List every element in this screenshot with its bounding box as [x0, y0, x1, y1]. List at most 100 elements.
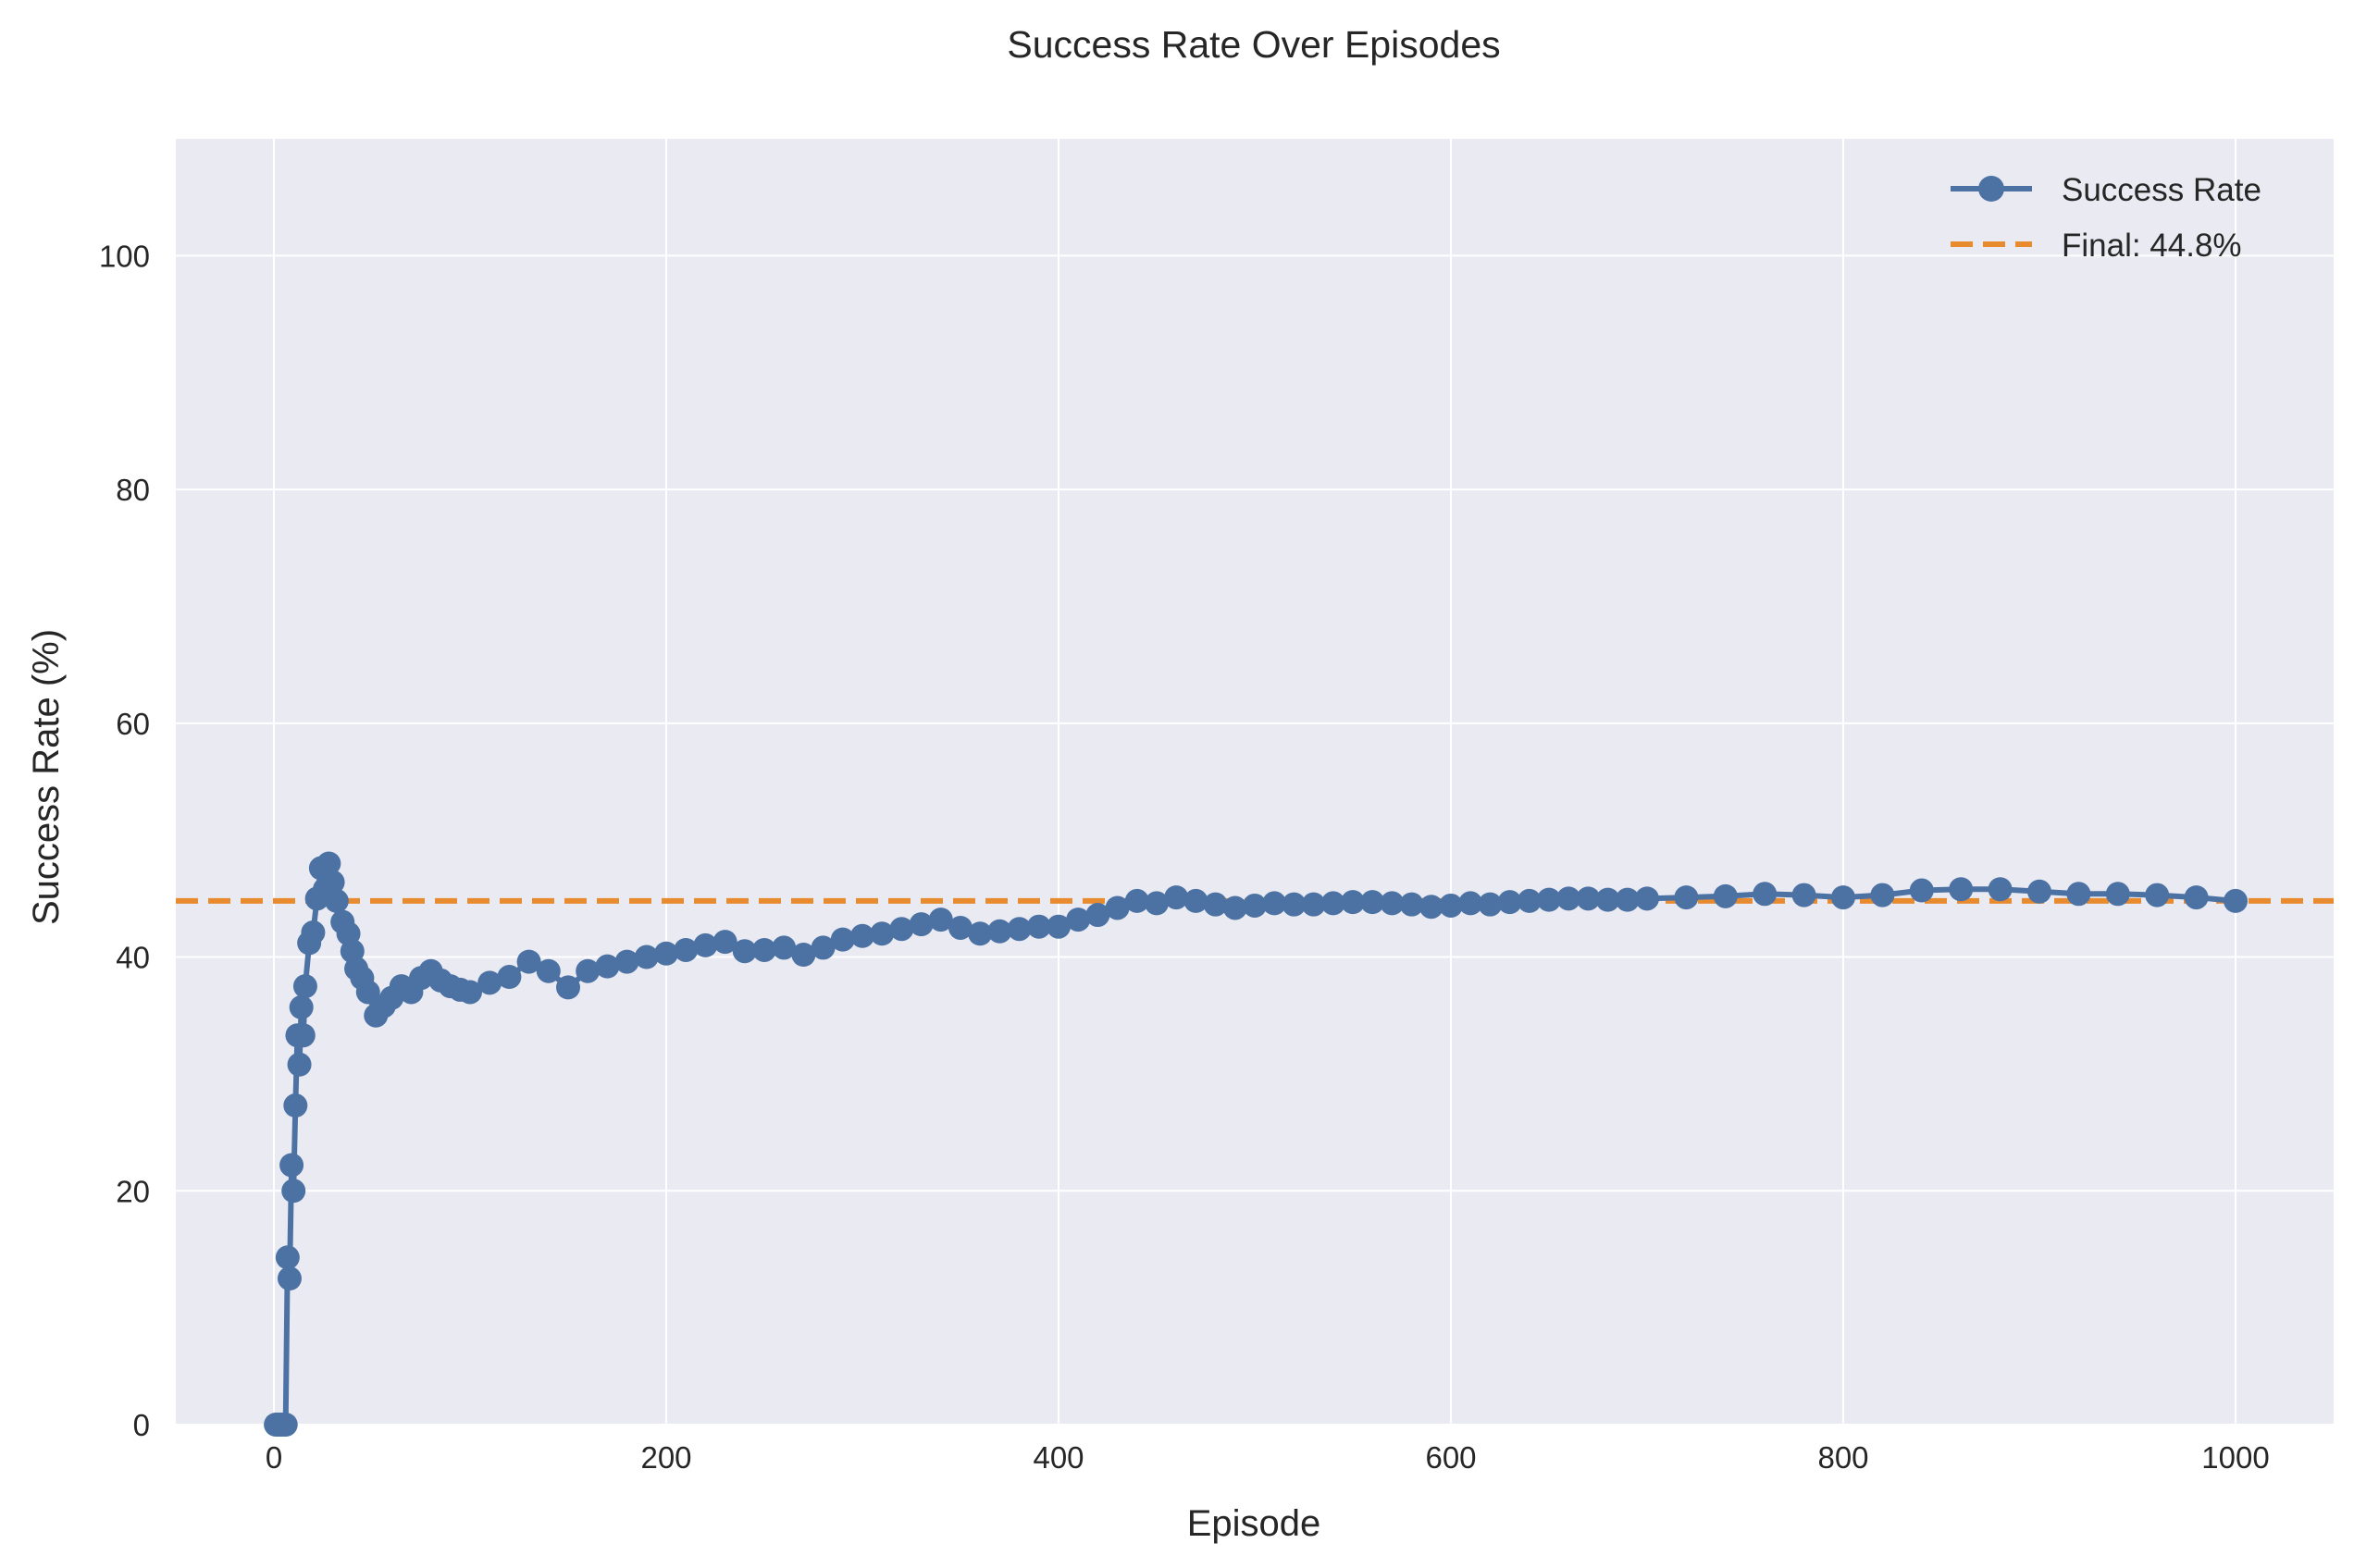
x-tick-label: 200 — [640, 1440, 691, 1475]
success-rate-point — [292, 974, 317, 999]
success-rate-point — [1870, 883, 1895, 907]
success-rate-point — [830, 927, 855, 952]
x-tick-label: 0 — [266, 1440, 282, 1475]
success-rate-point — [1478, 892, 1503, 917]
success-rate-point — [1105, 895, 1130, 920]
success-rate-point — [948, 915, 973, 940]
success-rate-point — [968, 921, 993, 946]
success-rate-point — [1831, 885, 1855, 910]
success-rate-point — [674, 937, 699, 962]
success-rate-point — [287, 1052, 312, 1077]
success-rate-point — [654, 941, 678, 966]
success-rate-point — [277, 1266, 302, 1291]
success-rate-point — [1419, 895, 1443, 920]
success-rate-point — [1380, 891, 1405, 916]
success-rate-point — [1164, 885, 1189, 910]
success-rate-point — [634, 945, 659, 969]
success-rate-point — [2066, 882, 2091, 907]
success-rate-point — [1576, 886, 1601, 911]
success-rate-point — [1909, 878, 1934, 903]
success-rate-point — [324, 888, 349, 913]
success-rate-point — [1066, 907, 1091, 932]
success-rate-point — [1615, 887, 1640, 912]
success-rate-point — [1183, 888, 1208, 913]
success-rate-point — [1439, 893, 1463, 918]
success-rate-point — [732, 939, 757, 964]
success-rate-point — [1753, 882, 1778, 907]
x-tick-label: 400 — [1033, 1440, 1084, 1475]
y-tick-label: 80 — [116, 473, 150, 507]
success-rate-point — [1222, 895, 1247, 920]
success-rate-point — [497, 965, 522, 990]
y-tick-label: 0 — [133, 1408, 150, 1442]
success-rate-point — [1674, 885, 1699, 910]
success-rate-point — [1458, 891, 1483, 916]
success-rate-point — [595, 954, 620, 979]
success-rate-point — [1047, 914, 1071, 939]
plot-area — [176, 139, 2334, 1425]
success-rate-point — [279, 1153, 304, 1178]
success-rate-point — [1791, 883, 1816, 907]
success-rate-point — [1203, 892, 1228, 917]
success-rate-point — [320, 870, 345, 895]
success-rate-point — [576, 958, 601, 983]
success-rate-point — [752, 937, 776, 962]
success-rate-point — [2145, 883, 2170, 907]
y-axis-label: Success Rate (%) — [26, 629, 67, 925]
success-rate-point — [870, 921, 895, 946]
success-rate-point — [1026, 914, 1051, 939]
success-rate-point — [1497, 890, 1522, 915]
success-rate-point — [1145, 891, 1169, 916]
y-tick-label: 100 — [99, 239, 150, 273]
success-rate-point — [850, 923, 874, 948]
success-rate-point — [791, 943, 816, 968]
success-rate-point — [1635, 886, 1659, 911]
success-rate-point — [1517, 888, 1542, 913]
success-rate-point — [772, 935, 797, 960]
success-rate-point — [712, 930, 737, 955]
success-rate-point — [2224, 888, 2248, 913]
success-rate-point — [889, 917, 914, 942]
success-rate-point — [1595, 887, 1620, 912]
success-rate-point — [1282, 892, 1307, 917]
success-rate-point — [1713, 883, 1738, 908]
y-tick-label: 20 — [116, 1174, 150, 1208]
success-rate-point — [1537, 887, 1561, 912]
success-rate-point — [1399, 892, 1424, 917]
x-tick-label: 600 — [1425, 1440, 1476, 1475]
y-tick-label: 40 — [116, 941, 150, 975]
success-rate-point — [2184, 885, 2209, 910]
success-rate-point — [301, 920, 326, 945]
success-rate-point — [556, 975, 580, 1000]
success-rate-point — [909, 912, 934, 937]
tick-labels: 0 200 400 600 800 1000 0 20 40 60 80 100 — [99, 239, 2270, 1475]
success-rate-point — [1556, 886, 1581, 911]
success-rate-point — [273, 1413, 298, 1437]
legend-success-rate-marker — [1978, 176, 2004, 202]
success-rate-point — [1301, 892, 1326, 917]
success-rate-point — [2105, 882, 2130, 907]
success-rate-point — [1988, 877, 2013, 902]
success-rate-point — [316, 851, 341, 876]
x-tick-label: 800 — [1817, 1440, 1868, 1475]
legend: Success Rate Final: 44.8% — [1951, 172, 2261, 264]
legend-success-rate-label: Success Rate — [2062, 172, 2261, 208]
success-rate-point — [1124, 888, 1149, 913]
success-rate-point — [1007, 917, 1032, 942]
y-tick-label: 60 — [116, 707, 150, 741]
success-rate-point — [614, 949, 639, 974]
success-rate-point — [693, 932, 718, 957]
success-rate-point — [1949, 877, 1974, 902]
success-rate-point — [811, 935, 836, 960]
success-rate-point — [291, 1023, 316, 1048]
success-rate-point — [283, 1093, 308, 1118]
success-rate-point — [1262, 891, 1287, 916]
success-rate-point — [1341, 890, 1365, 915]
success-rate-point — [1360, 890, 1385, 915]
success-rate-point — [987, 919, 1012, 944]
success-rate-point — [289, 994, 314, 1019]
grid — [176, 139, 2334, 1426]
success-rate-point — [1243, 893, 1267, 918]
success-rate-point — [355, 980, 380, 1005]
